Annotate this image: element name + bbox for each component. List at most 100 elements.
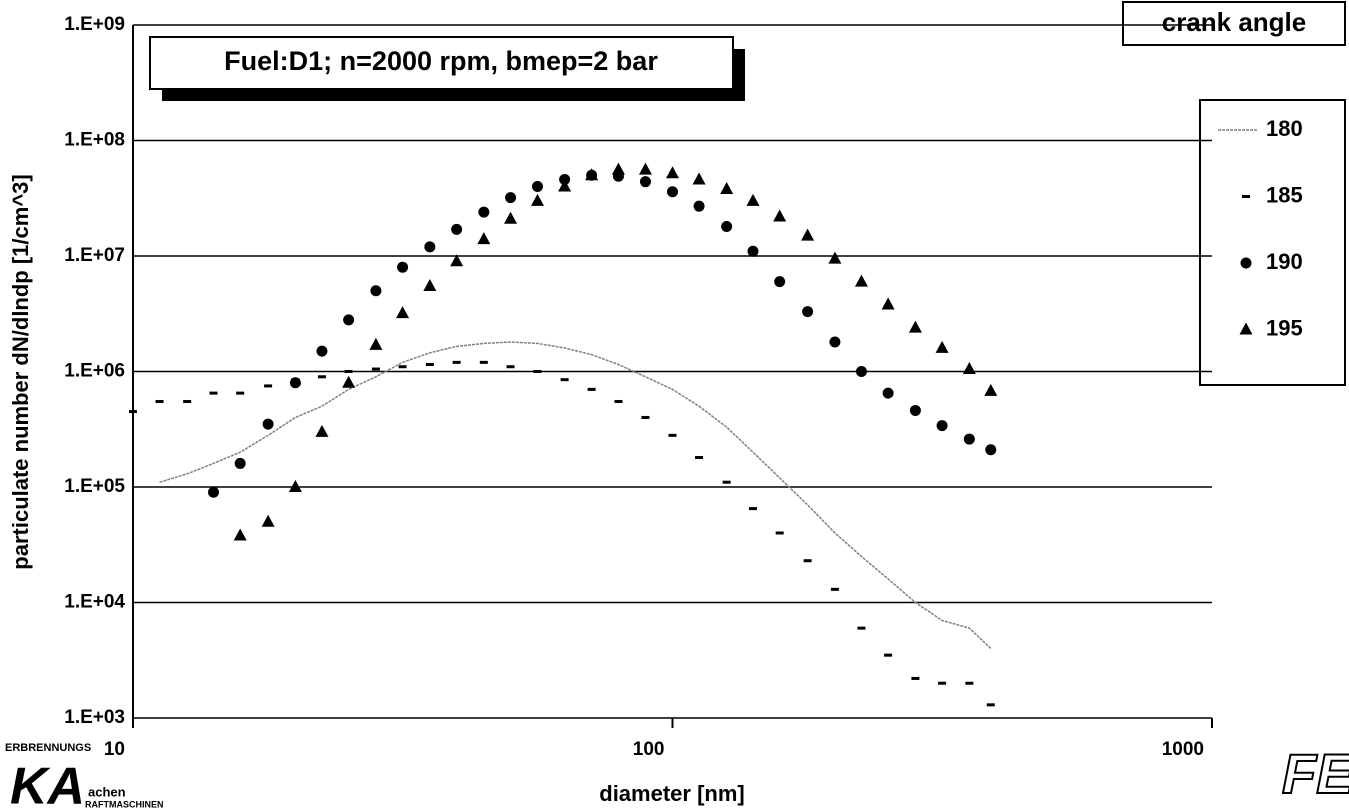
legend-box <box>1199 99 1346 386</box>
point <box>668 433 677 437</box>
point <box>857 626 866 630</box>
point <box>774 276 786 288</box>
point <box>985 444 997 456</box>
point <box>749 507 758 511</box>
point <box>641 415 650 419</box>
point <box>667 186 678 198</box>
point <box>722 480 731 484</box>
point <box>938 681 947 685</box>
x-tick-label: 100 <box>633 739 665 760</box>
point <box>986 703 995 707</box>
point <box>209 391 218 395</box>
point <box>908 320 922 333</box>
legend-swatch <box>1242 195 1250 198</box>
point <box>909 404 921 416</box>
y-tick-label: 1.E+04 <box>64 592 125 613</box>
point <box>289 377 301 389</box>
series-line <box>159 341 992 650</box>
legend-label: 180 <box>1266 116 1303 141</box>
y-axis-label: particulate number dN/dlndp [1/cm^3] <box>8 174 33 569</box>
point <box>316 345 328 357</box>
logo-text: FE <box>1282 742 1349 805</box>
point <box>288 480 302 492</box>
point <box>530 193 544 206</box>
logo-text: ERBRENNUNGS <box>5 742 91 754</box>
legend-swatch <box>1239 322 1253 335</box>
y-tick-label: 1.E+03 <box>64 707 125 728</box>
point <box>236 391 245 395</box>
point <box>803 559 812 563</box>
point <box>450 254 464 267</box>
y-tick-label: 1.E+07 <box>64 245 125 266</box>
point <box>451 223 463 235</box>
point <box>614 399 623 403</box>
point <box>504 211 518 224</box>
point <box>425 362 434 366</box>
title-box <box>149 36 734 90</box>
y-tick-label: 1.E+06 <box>64 361 125 382</box>
point <box>234 457 246 469</box>
point <box>506 365 515 369</box>
point <box>638 162 652 175</box>
point <box>936 420 948 432</box>
logo-text: KA <box>10 758 85 810</box>
point <box>693 200 705 212</box>
point <box>984 383 998 396</box>
point <box>935 340 949 353</box>
point <box>829 336 841 348</box>
point <box>423 278 437 291</box>
chart-title: Fuel:D1; n=2000 rpm, bmep=2 bar <box>224 46 658 76</box>
point <box>585 168 599 181</box>
legend-swatch <box>1240 257 1252 269</box>
point <box>746 193 760 206</box>
point <box>695 456 704 460</box>
point <box>560 378 569 382</box>
x-tick-label: 10 <box>104 739 125 760</box>
point <box>129 410 137 414</box>
point <box>452 360 461 364</box>
point <box>317 375 326 379</box>
x-tick-label: 1000 <box>1162 739 1204 760</box>
point <box>343 314 355 326</box>
point <box>855 366 867 377</box>
point <box>721 221 733 233</box>
y-tick-label: 1.E+05 <box>64 476 125 497</box>
point <box>828 251 842 264</box>
point <box>531 180 543 192</box>
point <box>773 209 787 222</box>
point <box>479 360 488 364</box>
legend-title-box <box>1122 1 1346 46</box>
point <box>559 173 571 185</box>
point <box>802 306 814 318</box>
point <box>692 172 706 185</box>
point <box>558 179 572 192</box>
point <box>424 241 436 253</box>
point <box>963 433 975 445</box>
point <box>884 653 893 657</box>
point <box>398 365 407 369</box>
point <box>396 306 410 319</box>
legend-label: 190 <box>1266 249 1303 274</box>
y-tick-label: 1.E+09 <box>64 14 125 35</box>
point <box>369 337 383 350</box>
point <box>911 676 920 680</box>
point <box>882 387 894 399</box>
point <box>397 261 409 273</box>
point <box>315 424 329 437</box>
point <box>720 182 734 195</box>
point <box>611 162 625 175</box>
point <box>344 370 353 373</box>
point <box>183 399 192 403</box>
point <box>478 206 490 218</box>
point <box>261 514 275 527</box>
y-tick-label: 1.E+08 <box>64 130 125 151</box>
point <box>208 486 220 498</box>
point <box>233 528 247 541</box>
point <box>854 274 868 287</box>
point <box>962 362 976 375</box>
point <box>881 297 895 310</box>
point <box>533 370 542 373</box>
point <box>801 228 815 241</box>
point <box>505 192 517 204</box>
